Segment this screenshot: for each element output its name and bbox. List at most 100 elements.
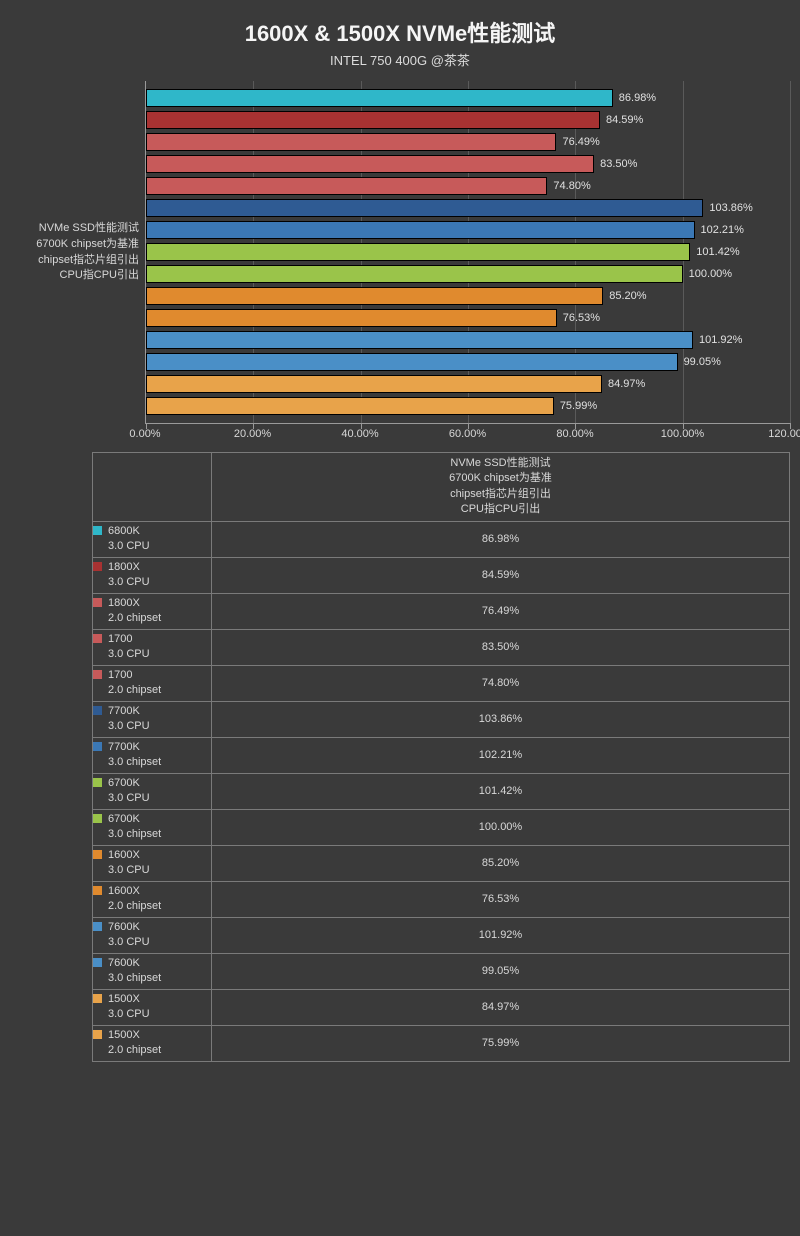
- legend-mode-label: 3.0 CPU: [108, 575, 211, 590]
- bar-value-label: 83.50%: [600, 158, 637, 170]
- table-header-line: NVMe SSD性能测试: [216, 456, 785, 471]
- legend-cpu-label: 6700K: [108, 777, 140, 789]
- table-body: 6800K3.0 CPU86.98%1800X3.0 CPU84.59%1800…: [93, 521, 790, 1061]
- table-row: 1600X3.0 CPU85.20%: [93, 845, 790, 881]
- legend-swatch-icon: [93, 958, 102, 967]
- bar-row: 75.99%: [146, 397, 790, 415]
- table-row: 6700K3.0 CPU101.42%: [93, 773, 790, 809]
- chart-subtitle: INTEL 750 400G @茶茶: [0, 50, 800, 69]
- x-tick-label: 0.00%: [129, 428, 160, 440]
- legend-mode-label: 3.0 chipset: [108, 755, 211, 770]
- legend-swatch-icon: [93, 1030, 102, 1039]
- bar-value-label: 86.98%: [619, 92, 656, 104]
- bar: [146, 155, 594, 173]
- legend-cell: 7600K3.0 CPU: [93, 917, 212, 953]
- legend-swatch-icon: [93, 526, 102, 535]
- legend-cpu-label: 1700: [108, 669, 132, 681]
- value-cell: 75.99%: [212, 1025, 790, 1061]
- legend-cpu-label: 6800K: [108, 525, 140, 537]
- bar: [146, 331, 693, 349]
- bar-row: 76.49%: [146, 133, 790, 151]
- x-axis: 0.00%20.00%40.00%60.00%80.00%100.00%120.…: [145, 424, 800, 446]
- bar-value-label: 76.49%: [562, 136, 599, 148]
- legend-cpu-label: 1800X: [108, 597, 140, 609]
- bar-value-label: 99.05%: [684, 356, 721, 368]
- bar: [146, 375, 602, 393]
- legend-swatch-icon: [93, 994, 102, 1003]
- page-root: 1600X & 1500X NVMe性能测试 INTEL 750 400G @茶…: [0, 0, 800, 1082]
- legend-cell: 7600K 3.0 chipset: [93, 953, 212, 989]
- value-cell: 100.00%: [212, 809, 790, 845]
- legend-cell: 1800X3.0 CPU: [93, 557, 212, 593]
- y-axis-label-block: NVMe SSD性能测试6700K chipset为基准chipset指芯片组引…: [0, 81, 145, 424]
- legend-cpu-label: 1500X: [108, 1029, 140, 1041]
- bar-row: 102.21%: [146, 221, 790, 239]
- legend-swatch-icon: [93, 886, 102, 895]
- legend-cell: 1500X 3.0 CPU: [93, 989, 212, 1025]
- table-row: 7700K3.0 CPU103.86%: [93, 701, 790, 737]
- bar-value-label: 100.00%: [689, 268, 732, 280]
- legend-swatch-icon: [93, 634, 102, 643]
- legend-mode-label: 3.0 CPU: [108, 647, 211, 662]
- plot-area: 86.98%84.59%76.49%83.50%74.80%103.86%102…: [145, 81, 790, 424]
- value-cell: 84.59%: [212, 557, 790, 593]
- bar: [146, 397, 554, 415]
- legend-cpu-label: 1600X: [108, 885, 140, 897]
- table-header-line: 6700K chipset为基准: [216, 471, 785, 486]
- gridline: [790, 81, 791, 423]
- bar: [146, 353, 678, 371]
- legend-cell: 7700K 3.0 CPU: [93, 701, 212, 737]
- legend-swatch-icon: [93, 850, 102, 859]
- x-tick-label: 120.00%: [768, 428, 800, 440]
- value-cell: 101.42%: [212, 773, 790, 809]
- legend-mode-label: 3.0 CPU: [108, 719, 211, 734]
- bar-row: 101.92%: [146, 331, 790, 349]
- legend-cell: 6700K3.0 CPU: [93, 773, 212, 809]
- legend-cpu-label: 7700K: [108, 705, 140, 717]
- bar-value-label: 84.59%: [606, 114, 643, 126]
- bar-value-label: 76.53%: [563, 312, 600, 324]
- value-cell: 83.50%: [212, 629, 790, 665]
- legend-mode-label: 3.0 CPU: [108, 1007, 211, 1022]
- legend-cell: 6700K3.0 chipset: [93, 809, 212, 845]
- bar-value-label: 101.42%: [696, 246, 739, 258]
- legend-swatch-icon: [93, 598, 102, 607]
- y-axis-label: CPU指CPU引出: [60, 268, 139, 284]
- table-row: 1500X3.0 CPU84.97%: [93, 989, 790, 1025]
- legend-cpu-label: 7600K: [108, 957, 140, 969]
- legend-swatch-icon: [93, 742, 102, 751]
- table-header-line: CPU指CPU引出: [216, 502, 785, 517]
- value-cell: 74.80%: [212, 665, 790, 701]
- legend-mode-label: 3.0 CPU: [108, 539, 211, 554]
- legend-mode-label: 3.0 chipset: [108, 971, 211, 986]
- x-tick-label: 60.00%: [449, 428, 486, 440]
- bar: [146, 177, 547, 195]
- table-row: 17003.0 CPU83.50%: [93, 629, 790, 665]
- legend-mode-label: 3.0 CPU: [108, 863, 211, 878]
- bar-row: 86.98%: [146, 89, 790, 107]
- value-cell: 102.21%: [212, 737, 790, 773]
- table-row: 1600X2.0 chipset76.53%: [93, 881, 790, 917]
- bar-value-label: 103.86%: [709, 202, 752, 214]
- bar-row: 76.53%: [146, 309, 790, 327]
- bar-row: 84.59%: [146, 111, 790, 129]
- y-axis-label: 6700K chipset为基准: [36, 237, 139, 253]
- bar-row: 83.50%: [146, 155, 790, 173]
- y-axis-label: chipset指芯片组引出: [38, 253, 139, 269]
- bar-value-label: 84.97%: [608, 378, 645, 390]
- legend-cpu-label: 7600K: [108, 921, 140, 933]
- value-cell: 99.05%: [212, 953, 790, 989]
- table-header-main: NVMe SSD性能测试6700K chipset为基准chipset指芯片组引…: [212, 453, 790, 522]
- bar-value-label: 85.20%: [609, 290, 646, 302]
- legend-cpu-label: 1500X: [108, 993, 140, 1005]
- bar-row: 84.97%: [146, 375, 790, 393]
- x-tick-label: 40.00%: [341, 428, 378, 440]
- bar: [146, 265, 683, 283]
- legend-cell: 6800K 3.0 CPU: [93, 521, 212, 557]
- bar-row: 85.20%: [146, 287, 790, 305]
- table-row: 7700K3.0 chipset102.21%: [93, 737, 790, 773]
- bar: [146, 133, 556, 151]
- legend-mode-label: 2.0 chipset: [108, 683, 211, 698]
- legend-swatch-icon: [93, 562, 102, 571]
- table-row: 1500X2.0 chipset75.99%: [93, 1025, 790, 1061]
